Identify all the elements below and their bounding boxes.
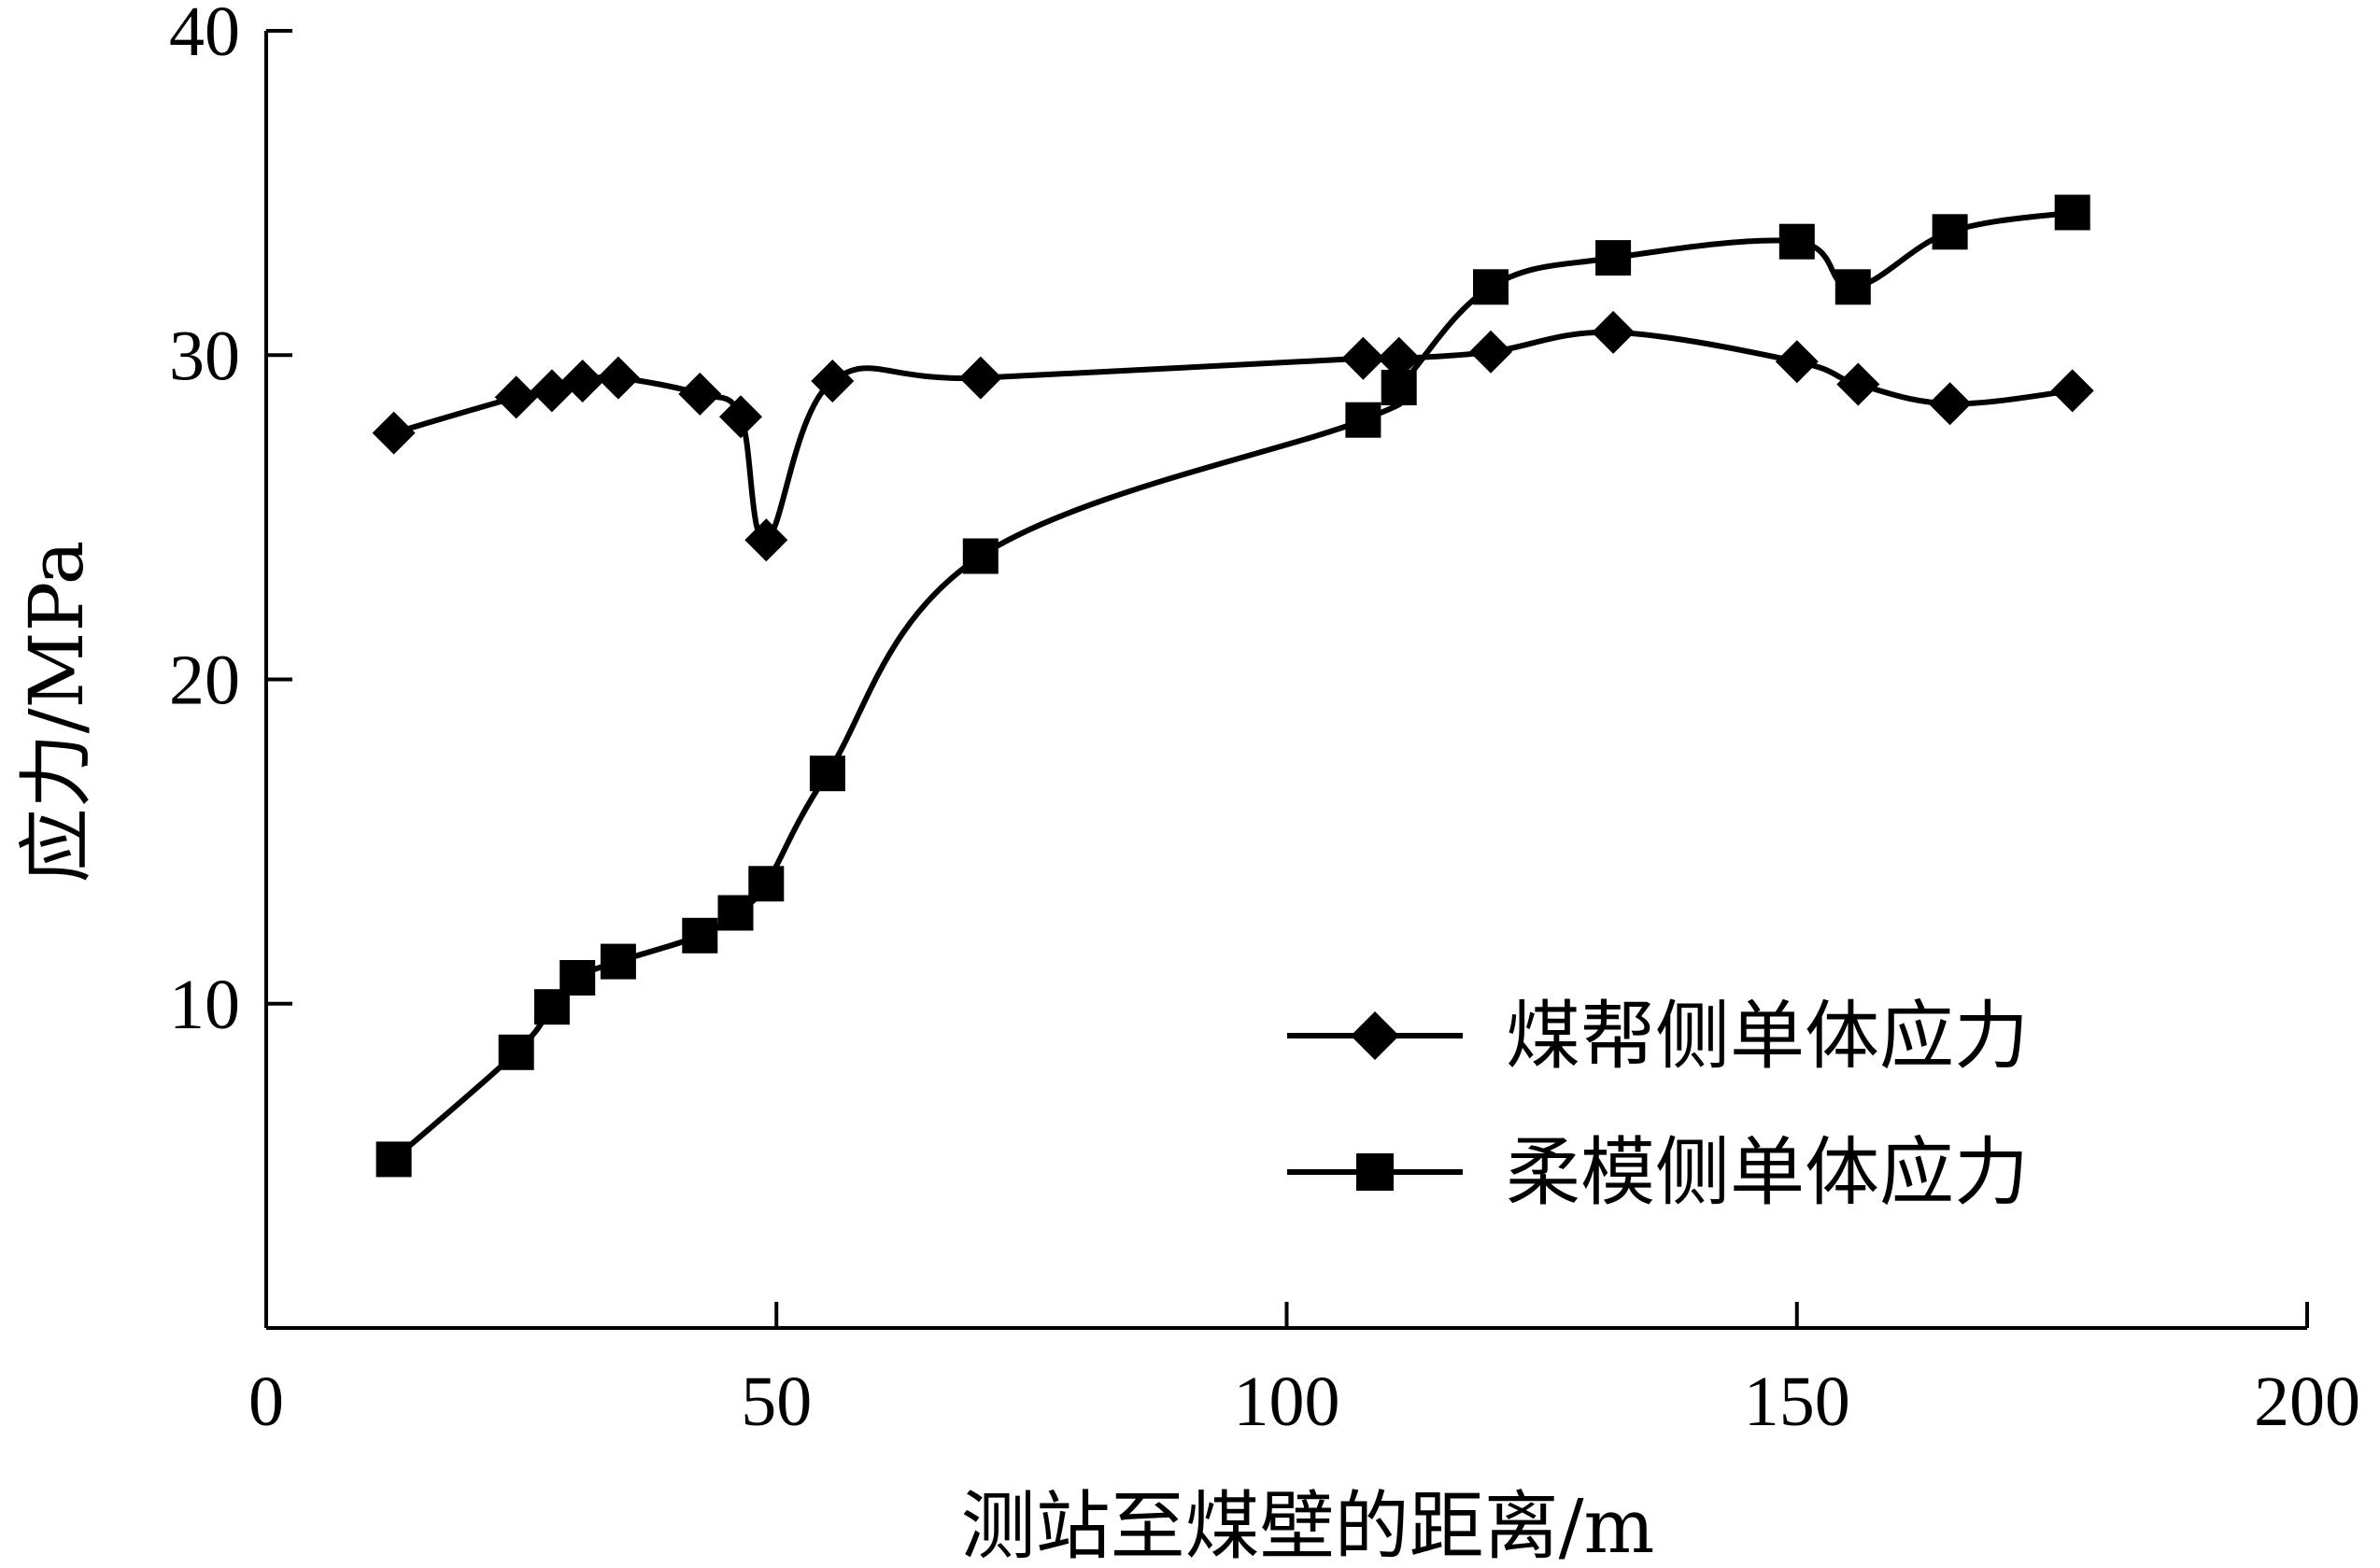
data-point-square <box>1473 269 1509 305</box>
data-point-diamond <box>560 360 604 403</box>
data-point-diamond <box>1469 330 1512 374</box>
data-point-square <box>717 895 754 931</box>
y-tick-label: 10 <box>169 966 240 1044</box>
x-tick-label: 100 <box>1234 1363 1340 1441</box>
data-point-diamond <box>1928 382 1972 426</box>
y-axis-title: 应力/MPa <box>13 541 100 883</box>
y-tick-label: 40 <box>169 0 240 71</box>
data-point-square <box>375 1141 412 1178</box>
data-point-square <box>1381 370 1417 405</box>
legend-label-coal-side: 煤帮侧单体应力 <box>1506 993 2029 1080</box>
data-point-square <box>560 960 596 996</box>
series-line-1 <box>392 329 2074 544</box>
data-point-diamond <box>678 372 722 416</box>
data-point-square <box>1345 402 1381 438</box>
data-point-diamond <box>958 356 1002 400</box>
data-point-diamond <box>372 411 416 455</box>
data-point-square <box>1778 223 1815 260</box>
ticks: 0 50 100 150 200 10 20 30 40 <box>169 0 2360 1441</box>
data-point-diamond <box>719 395 762 439</box>
data-point-square <box>600 943 636 980</box>
data-point-diamond <box>744 518 788 562</box>
x-tick-label: 200 <box>2254 1363 2360 1441</box>
data-point-diamond <box>2050 369 2094 413</box>
data-point-square <box>498 1034 534 1070</box>
x-tick-label: 150 <box>1744 1363 1850 1441</box>
data-point-diamond <box>1377 336 1421 380</box>
data-point-square <box>1932 214 1968 250</box>
x-axis-title: 测站至煤壁的距离/m <box>961 1483 1655 1568</box>
data-point-square <box>1835 269 1871 305</box>
legend-marker-square <box>1356 1153 1394 1191</box>
data-point-square <box>1595 240 1632 276</box>
data-point-square <box>748 866 785 902</box>
legend-label-flexible-formwork-side: 柔模侧单体应力 <box>1506 1129 2029 1216</box>
data-point-diamond <box>596 356 640 400</box>
y-tick-label: 20 <box>169 642 240 720</box>
data-point-diamond <box>494 375 538 419</box>
data-point-diamond <box>1341 336 1385 380</box>
y-tick-label: 30 <box>169 317 240 395</box>
data-point-square <box>809 756 845 792</box>
x-tick-label: 0 <box>248 1363 284 1441</box>
legend-marker-diamond <box>1351 1011 1399 1060</box>
data-point-square <box>2054 194 2090 231</box>
data-point-diamond <box>811 360 855 403</box>
legend: 煤帮侧单体应力 柔模侧单体应力 <box>1287 993 2029 1216</box>
data-point-square <box>682 917 718 954</box>
data-point-square <box>962 538 999 574</box>
data-point-diamond <box>1775 340 1819 384</box>
data-point-diamond <box>1592 310 1636 354</box>
x-tick-label: 50 <box>741 1363 812 1441</box>
data-point-diamond <box>1836 362 1880 406</box>
series-markers <box>372 194 2094 1178</box>
